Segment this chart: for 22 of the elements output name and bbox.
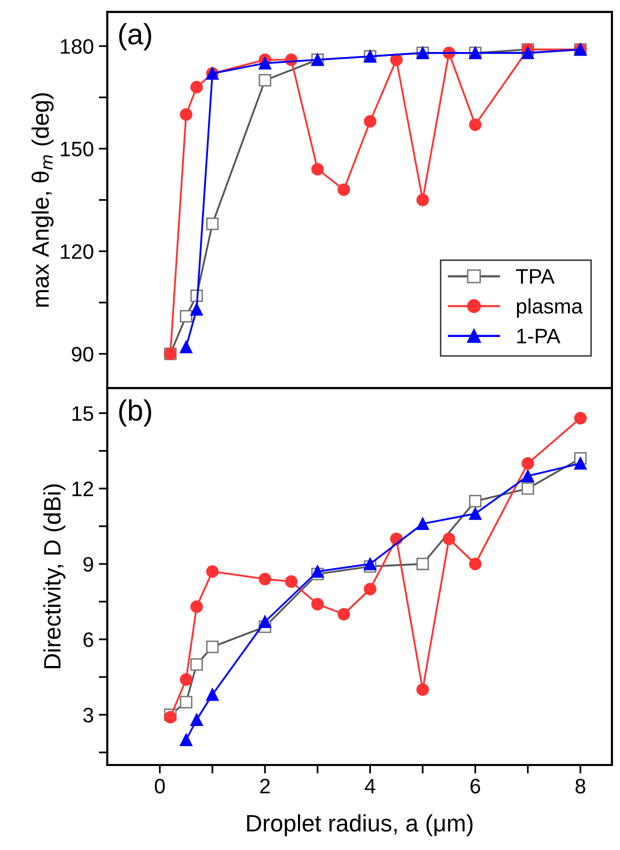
x-tick-label: 8	[576, 778, 586, 794]
annotation: (a)	[119, 23, 152, 50]
legend-label: TPA	[516, 269, 555, 284]
y-tick-label: 90	[72, 346, 94, 362]
y-axis-title: Directivity, D (dBi)	[43, 484, 66, 668]
y-tick-label: 180	[60, 39, 94, 54]
y-tick-label: 120	[60, 244, 94, 260]
y-tick-label: 9	[83, 556, 94, 572]
y-tick-label: 3	[83, 708, 94, 722]
x-tick-label: 0	[154, 778, 165, 794]
x-tick-label: 4	[364, 778, 376, 794]
y-tick-label: 150	[60, 142, 94, 156]
legend-label: 1-PA	[517, 328, 560, 344]
y-tick-label: 12	[72, 482, 94, 496]
y-axis-title: max Angle, θ$_{m}$ (deg)	[32, 93, 54, 307]
annotation: (b)	[119, 399, 152, 427]
y-tick-label: 15	[72, 406, 94, 421]
x-tick-label: 2	[260, 778, 270, 794]
x-tick-label: 6	[470, 778, 480, 794]
legend-label: plasma	[516, 298, 583, 318]
y-tick-label: 6	[84, 632, 94, 648]
x-axis-title: Droplet radius, a (μm)	[247, 814, 473, 836]
